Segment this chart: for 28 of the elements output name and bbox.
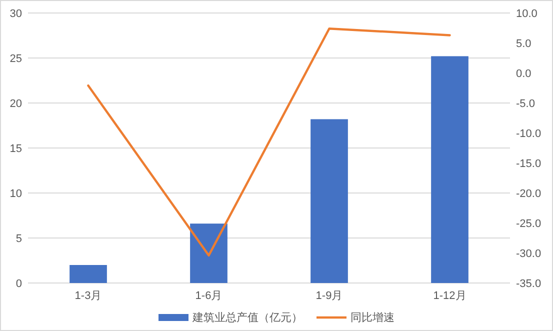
- y2-tick-label: -35.0: [516, 278, 542, 290]
- y-tick-label: 30: [10, 8, 22, 20]
- y2-tick-label: 0.0: [516, 68, 532, 80]
- y-tick-label: 5: [16, 233, 22, 245]
- y2-tick-label: 5.0: [516, 38, 532, 50]
- x-tick-label: 1-3月: [74, 290, 102, 302]
- y-tick-label: 20: [10, 98, 22, 110]
- y2-tick-label: -30.0: [516, 248, 542, 260]
- x-tick-label: 1-9月: [316, 290, 343, 302]
- y2-tick-label: -15.0: [516, 158, 542, 170]
- y2-tick-label: -10.0: [516, 128, 542, 140]
- y2-tick-label: -5.0: [516, 98, 535, 110]
- y-tick-label: 10: [10, 188, 22, 200]
- y2-tick-label: -20.0: [516, 188, 542, 200]
- bar: [190, 224, 228, 283]
- x-tick-label: 1-12月: [433, 290, 466, 302]
- y2-tick-label: 10.0: [516, 8, 538, 20]
- y-tick-label: 0: [16, 278, 22, 290]
- bar: [431, 56, 468, 283]
- y2-tick-label: -25.0: [516, 218, 542, 230]
- bar: [70, 265, 107, 283]
- legend-label: 同比增速: [350, 311, 394, 324]
- y-tick-label: 25: [10, 53, 22, 65]
- legend-label: 建筑业总产值（亿元）: [192, 311, 302, 324]
- y-tick-label: 15: [10, 143, 22, 155]
- bar: [310, 119, 348, 283]
- line-series: [87, 27, 451, 257]
- x-tick-label: 1-6月: [195, 290, 222, 302]
